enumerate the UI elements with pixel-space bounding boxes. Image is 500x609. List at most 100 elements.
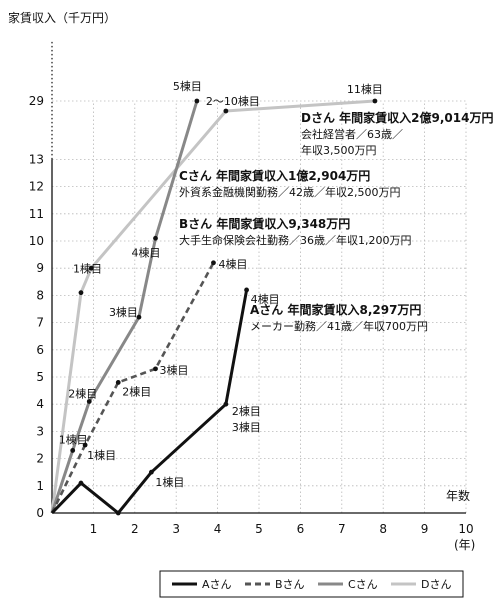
- grid: [52, 100, 467, 513]
- x-tick-label-3: 3: [172, 522, 180, 536]
- point-label-2-1: 2棟目: [68, 386, 97, 400]
- series-0-point-3: [148, 469, 154, 475]
- annotation-line-2-0: 大手生命保険会社勤務／36歳／年収1,200万円: [179, 233, 412, 247]
- point-label-2-4-line-0: 5棟目: [173, 79, 202, 93]
- series-2-point-2: [86, 399, 92, 404]
- point-label-3-1-line-0: 2〜10棟目: [206, 94, 260, 108]
- series-line-1: [50, 262, 215, 514]
- series-2-point-1: [70, 448, 76, 453]
- series-line-2: [50, 100, 199, 514]
- legend: Aさん Bさん Cさん Dさん: [159, 570, 464, 598]
- annotation-title-2: Bさん 年間家賃収入9,348万円: [179, 216, 350, 231]
- x-tick-label-2: 2: [131, 522, 139, 536]
- series-1-point-3: [153, 366, 158, 372]
- annotation-line-1-0: 外資系金融機関勤務／42歳／年収2,500万円: [179, 185, 401, 199]
- y-tick-label-7: 7: [36, 316, 44, 330]
- annotation-2: Bさん 年間家賃収入9,348万円大手生命保険会社勤務／36歳／年収1,200万…: [179, 216, 412, 247]
- annotation-title-1: Cさん 年間家賃収入1億2,904万円: [179, 168, 370, 183]
- y-tick-label-14: 29: [29, 94, 44, 108]
- point-label-3-2-line-0: 11棟目: [347, 82, 383, 96]
- y-axis-title: 家賃収入（千万円）: [8, 10, 116, 25]
- point-label-2-2-line-0: 3棟目: [109, 305, 138, 319]
- point-label-1-1: 2棟目: [122, 384, 151, 398]
- point-label-1-3: 4棟目: [218, 257, 247, 271]
- series-2-point-3: [136, 314, 142, 320]
- y-tick-label-9: 9: [36, 261, 44, 275]
- x-axis-unit: (年): [454, 538, 475, 552]
- point-label-2-0: 1棟目: [59, 432, 88, 446]
- y-tick-label-1: 1: [36, 479, 44, 493]
- y-tick-label-3: 3: [36, 424, 44, 438]
- point-label-0-1-line-0: 2棟目: [232, 404, 261, 418]
- y-tick-label-2: 2: [36, 452, 44, 466]
- annotation-line-0-1: 年収3,500万円: [301, 143, 377, 157]
- x-tick-label-4: 4: [214, 522, 222, 536]
- series-0-point-1: [78, 480, 84, 486]
- point-label-2-3-line-0: 4棟目: [132, 245, 161, 259]
- series-2-point-4: [153, 235, 158, 241]
- y-tick-label-4: 4: [36, 397, 44, 411]
- annotation-line-3-0: メーカー勤務／41歳／年収700万円: [250, 319, 428, 333]
- point-label-0-2-line-0: 4棟目: [251, 292, 280, 306]
- point-label-0-1-line-1: 3棟目: [232, 420, 261, 434]
- series-3-point-1: [78, 290, 84, 296]
- y-tick-label-8: 8: [36, 288, 44, 302]
- annotation-title-3: Aさん 年間家賃収入8,297万円: [250, 302, 421, 317]
- y-tick-label-10: 10: [29, 234, 44, 248]
- legend-label-0: Aさん: [202, 578, 232, 591]
- series-line-0: [50, 289, 249, 515]
- point-label-3-2: 11棟目: [347, 82, 383, 96]
- x-tick-labels: 1 2 3 4 5 6 7 8 9 10: [90, 522, 474, 536]
- point-label-1-2: 3棟目: [160, 363, 189, 377]
- y-tick-label-12: 12: [29, 180, 44, 194]
- series-3-point-2: [88, 265, 94, 271]
- point-label-0-0-line-0: 1棟目: [155, 475, 184, 489]
- x-tick-label-8: 8: [379, 522, 387, 536]
- point-label-1-0: 1棟目: [87, 448, 116, 462]
- point-label-1-0-line-0: 1棟目: [87, 448, 116, 462]
- series-3-point-3: [223, 108, 229, 114]
- series-0-point-5: [244, 287, 249, 293]
- y-tick-label-5: 5: [36, 370, 44, 384]
- x-tick-label-10: 10: [458, 522, 473, 536]
- legend-label-1: Bさん: [275, 578, 305, 591]
- y-tick-label-6: 6: [36, 343, 44, 357]
- series-lines: [50, 98, 378, 516]
- x-tick-label-5: 5: [255, 522, 263, 536]
- point-label-2-1-line-0: 2棟目: [68, 386, 97, 400]
- x-tick-label-1: 1: [90, 522, 98, 536]
- point-label-0-0: 1棟目: [155, 475, 184, 489]
- y-tick-label-11: 11: [29, 207, 44, 221]
- point-label-3-0: 1棟目: [73, 262, 102, 276]
- series-1-point-2: [115, 380, 121, 385]
- point-label-3-1: 2〜10棟目: [206, 94, 260, 108]
- point-label-1-1-line-0: 2棟目: [122, 384, 151, 398]
- x-tick-label-6: 6: [297, 522, 305, 536]
- series-2-point-5: [194, 98, 200, 104]
- y-tick-label-13: 13: [29, 152, 44, 166]
- point-label-0-2: 4棟目: [251, 292, 280, 306]
- annotation-1: Cさん 年間家賃収入1億2,904万円外資系金融機関勤務／42歳／年収2,500…: [179, 168, 401, 199]
- series-0-point-2: [115, 510, 121, 516]
- y-tick-label-0: 0: [36, 506, 44, 520]
- x-tick-label-9: 9: [421, 522, 429, 536]
- legend-label-2: Cさん: [348, 578, 378, 591]
- series-1-point-1: [82, 442, 88, 448]
- point-label-2-2: 3棟目: [109, 305, 138, 319]
- x-tick-label-7: 7: [338, 522, 346, 536]
- point-label-0-1: 2棟目 3棟目: [232, 404, 261, 434]
- legend-label-3: Dさん: [421, 578, 451, 591]
- annotation-title-0: Dさん 年間家賃収入2億9,014万円: [301, 110, 493, 125]
- point-label-3-0-line-0: 1棟目: [73, 262, 102, 276]
- point-label-1-3-line-0: 4棟目: [218, 257, 247, 271]
- series-0-point-4: [223, 401, 229, 407]
- point-label-1-2-line-0: 3棟目: [160, 363, 189, 377]
- annotation-line-0-0: 会社経営者／63歳／: [301, 127, 403, 141]
- x-axis-title: 年数: [446, 488, 470, 503]
